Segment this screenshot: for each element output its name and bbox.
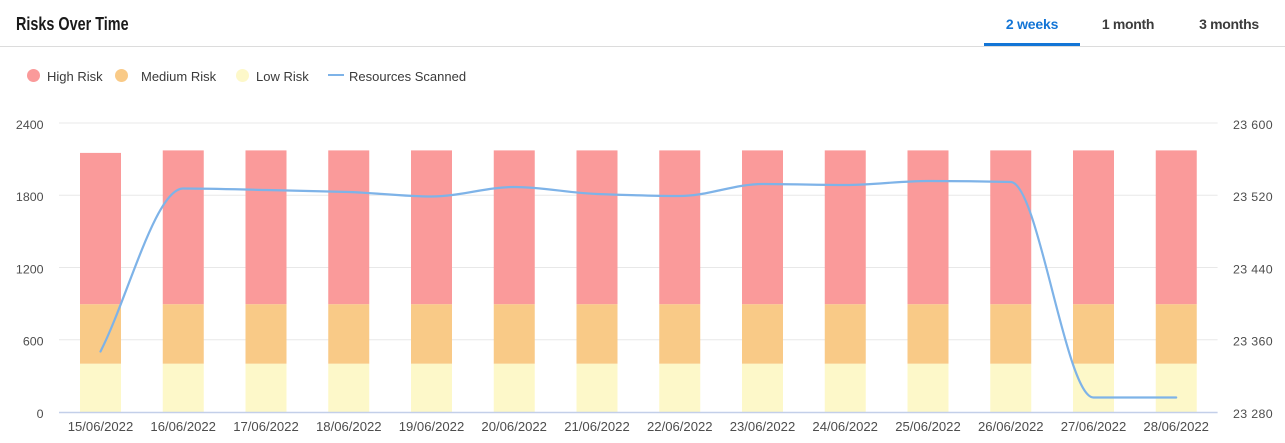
- svg-text:24/06/2022: 24/06/2022: [812, 419, 878, 434]
- svg-text:20/06/2022: 20/06/2022: [481, 419, 547, 434]
- svg-text:18/06/2022: 18/06/2022: [316, 419, 382, 434]
- svg-text:22/06/2022: 22/06/2022: [647, 419, 713, 434]
- svg-text:23 600: 23 600: [1233, 118, 1273, 132]
- svg-text:28/06/2022: 28/06/2022: [1143, 419, 1209, 434]
- svg-text:27/06/2022: 27/06/2022: [1061, 419, 1127, 434]
- svg-text:26/06/2022: 26/06/2022: [978, 419, 1044, 434]
- svg-text:600: 600: [23, 335, 44, 349]
- svg-text:21/06/2022: 21/06/2022: [564, 419, 630, 434]
- svg-text:16/06/2022: 16/06/2022: [150, 419, 216, 434]
- svg-text:23/06/2022: 23/06/2022: [730, 419, 796, 434]
- svg-text:23 440: 23 440: [1233, 262, 1273, 276]
- svg-text:23 360: 23 360: [1233, 335, 1273, 349]
- svg-text:23 280: 23 280: [1233, 407, 1273, 421]
- svg-text:1200: 1200: [16, 262, 44, 276]
- svg-text:17/06/2022: 17/06/2022: [233, 419, 299, 434]
- svg-text:25/06/2022: 25/06/2022: [895, 419, 961, 434]
- svg-text:15/06/2022: 15/06/2022: [68, 419, 134, 434]
- svg-text:2400: 2400: [16, 118, 44, 132]
- svg-text:19/06/2022: 19/06/2022: [399, 419, 465, 434]
- svg-text:23 520: 23 520: [1233, 190, 1273, 204]
- svg-text:0: 0: [37, 407, 44, 421]
- svg-text:1800: 1800: [16, 190, 44, 204]
